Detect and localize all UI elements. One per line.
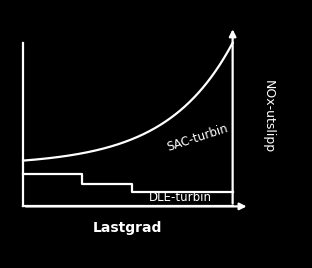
Text: DLE-turbin: DLE-turbin [149,191,212,204]
Text: Lastgrad: Lastgrad [93,221,163,235]
Text: SAC-turbin: SAC-turbin [166,122,230,154]
Text: NOx-utslipp: NOx-utslipp [262,80,275,153]
